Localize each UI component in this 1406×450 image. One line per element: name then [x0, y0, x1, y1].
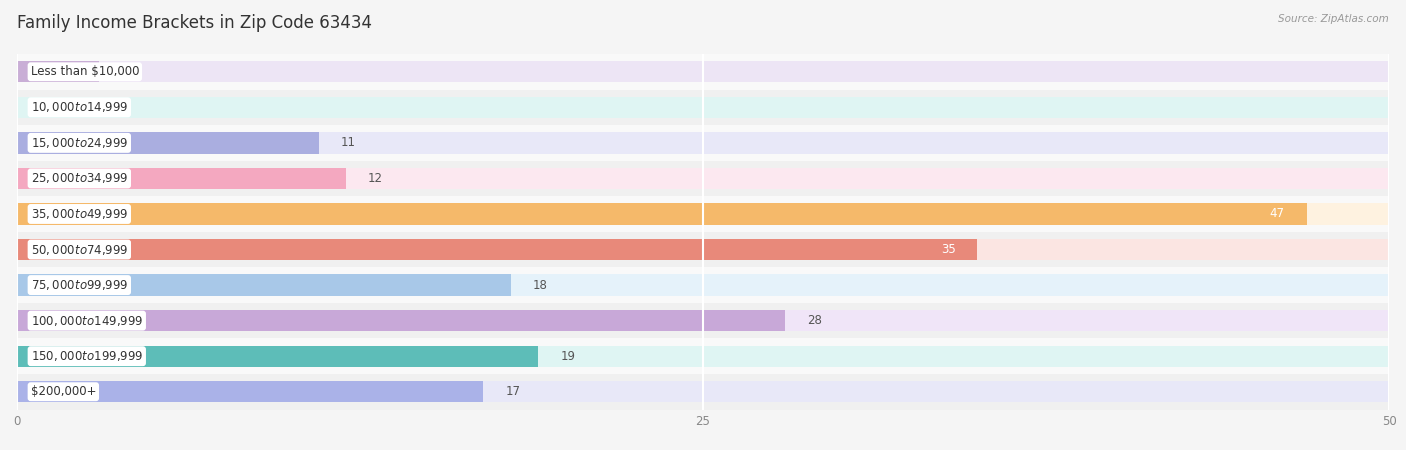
Bar [17, 54, 1389, 90]
Text: 18: 18 [533, 279, 548, 292]
Bar [17, 303, 1389, 338]
Text: $15,000 to $24,999: $15,000 to $24,999 [31, 136, 128, 150]
Text: $10,000 to $14,999: $10,000 to $14,999 [31, 100, 128, 114]
Text: 28: 28 [807, 314, 823, 327]
Text: $150,000 to $199,999: $150,000 to $199,999 [31, 349, 143, 363]
Text: $25,000 to $34,999: $25,000 to $34,999 [31, 171, 128, 185]
Bar [17, 232, 1389, 267]
Text: $35,000 to $49,999: $35,000 to $49,999 [31, 207, 128, 221]
Bar [17, 132, 319, 153]
Bar [17, 374, 1389, 410]
Bar [17, 267, 1389, 303]
Bar [17, 310, 1389, 331]
Bar [17, 381, 484, 402]
Bar [17, 61, 100, 82]
Bar [17, 239, 1389, 260]
Text: Family Income Brackets in Zip Code 63434: Family Income Brackets in Zip Code 63434 [17, 14, 371, 32]
Bar [17, 381, 1389, 402]
Text: $75,000 to $99,999: $75,000 to $99,999 [31, 278, 128, 292]
Bar [17, 346, 1389, 367]
Bar [17, 203, 1306, 225]
Text: Less than $10,000: Less than $10,000 [31, 65, 139, 78]
Bar [17, 274, 1389, 296]
Bar [17, 90, 1389, 125]
Bar [17, 61, 1389, 82]
Text: 47: 47 [1270, 207, 1285, 220]
Text: $50,000 to $74,999: $50,000 to $74,999 [31, 243, 128, 256]
Text: 19: 19 [560, 350, 575, 363]
Bar [17, 310, 786, 331]
Text: 17: 17 [505, 385, 520, 398]
Bar [17, 274, 510, 296]
Bar [17, 346, 538, 367]
Text: 12: 12 [368, 172, 384, 185]
Bar [17, 168, 346, 189]
Bar [17, 161, 1389, 196]
Text: 3: 3 [121, 65, 128, 78]
Bar [17, 239, 977, 260]
Text: 11: 11 [340, 136, 356, 149]
Bar [17, 125, 1389, 161]
Text: 0: 0 [39, 101, 46, 114]
Bar [17, 168, 1389, 189]
Bar [17, 97, 1389, 118]
Text: $200,000+: $200,000+ [31, 385, 96, 398]
Bar [17, 132, 1389, 153]
Text: 35: 35 [941, 243, 956, 256]
Text: $100,000 to $149,999: $100,000 to $149,999 [31, 314, 143, 328]
Text: Source: ZipAtlas.com: Source: ZipAtlas.com [1278, 14, 1389, 23]
Bar [17, 203, 1389, 225]
Bar [17, 196, 1389, 232]
Bar [17, 338, 1389, 374]
